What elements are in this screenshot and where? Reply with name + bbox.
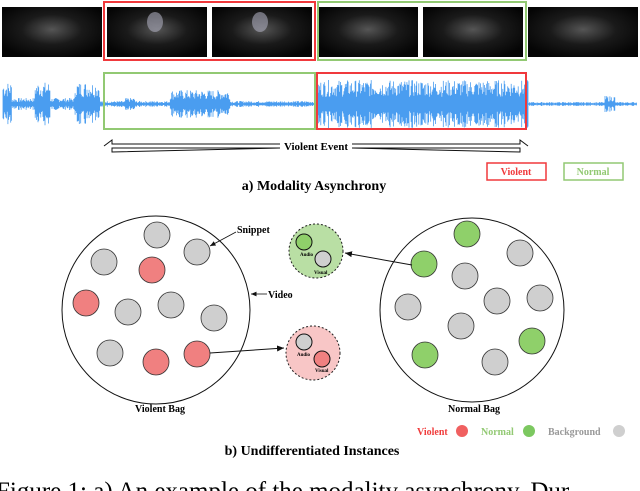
part-b-title: b) Undifferentiated Instances — [225, 444, 400, 459]
video-frame — [318, 7, 418, 57]
audio-snippet — [295, 333, 313, 351]
part-a-title: a) Modality Asynchrony — [242, 179, 386, 194]
snippet-circle — [96, 339, 124, 367]
snippet-circle — [447, 312, 475, 340]
snippet-circle — [183, 238, 211, 266]
violent-video-box — [103, 1, 316, 61]
legend-normal-box — [563, 162, 624, 181]
legend-normal-dot — [523, 425, 535, 437]
snippet-circle — [183, 340, 211, 368]
legend-violent-label: Violent — [501, 167, 532, 178]
video-frames — [2, 7, 638, 57]
snippet-circle — [72, 289, 100, 317]
visual-snippet — [313, 350, 331, 368]
legend-normal-label: Normal — [577, 167, 610, 178]
frame-highlight — [252, 12, 268, 32]
snippet-circle — [506, 239, 534, 267]
video-frame — [423, 7, 523, 57]
violent-event-label: Violent Event — [284, 141, 348, 153]
visual-label: Visual — [315, 369, 329, 374]
figure-caption: Figure 1: a) An example of the modality … — [0, 478, 577, 491]
snippet-label: Snippet — [237, 225, 270, 236]
normal-instance-pointer — [344, 251, 413, 266]
legend-background-label: Background — [548, 427, 601, 438]
legend-background-dot — [613, 425, 625, 437]
legend-violent-dot — [456, 425, 468, 437]
snippet-circle — [451, 262, 479, 290]
violent-audio-box — [316, 72, 527, 130]
snippet-circle — [483, 287, 511, 315]
visual-snippet — [314, 250, 332, 268]
frame-highlight — [147, 12, 163, 32]
audio-label: Audio — [297, 353, 311, 358]
snippet-circle — [410, 250, 438, 278]
snippet-circle — [143, 221, 171, 249]
snippet-circle — [411, 341, 439, 369]
snippet-circle — [138, 256, 166, 284]
video-frame — [528, 7, 638, 57]
normal-video-box — [317, 1, 527, 61]
violent-instance-pointer — [209, 345, 285, 354]
normal-bag — [379, 217, 565, 403]
snippet-circle — [157, 291, 185, 319]
legend-violent-label: Violent — [417, 427, 448, 438]
snippet-circle — [518, 327, 546, 355]
snippet-pointer — [209, 231, 237, 247]
video-frame — [2, 7, 102, 57]
violent-bag — [61, 215, 251, 405]
violent-bag-label: Violent Bag — [135, 404, 185, 415]
audio-label: Audio — [300, 253, 314, 258]
audio-waveform — [2, 80, 637, 128]
snippet-circle — [142, 348, 170, 376]
snippet-circle — [481, 348, 509, 376]
snippet-circle — [200, 304, 228, 332]
violent-event-arrow — [103, 139, 529, 153]
snippet-circle — [526, 284, 554, 312]
snippet-circle — [453, 220, 481, 248]
snippet-circle — [394, 293, 422, 321]
violent-instance-bubble: Audio Visual — [285, 325, 341, 381]
video-label: Video — [268, 290, 293, 301]
snippet-circle — [114, 298, 142, 326]
legend-normal-label: Normal — [481, 427, 514, 438]
legend-violent-box — [486, 162, 547, 181]
normal-instance-bubble: Audio Visual — [288, 223, 344, 279]
visual-label: Visual — [314, 271, 328, 276]
audio-snippet — [295, 233, 313, 251]
snippet-circle — [90, 248, 118, 276]
normal-bag-label: Normal Bag — [448, 404, 500, 415]
normal-audio-box — [103, 72, 316, 130]
